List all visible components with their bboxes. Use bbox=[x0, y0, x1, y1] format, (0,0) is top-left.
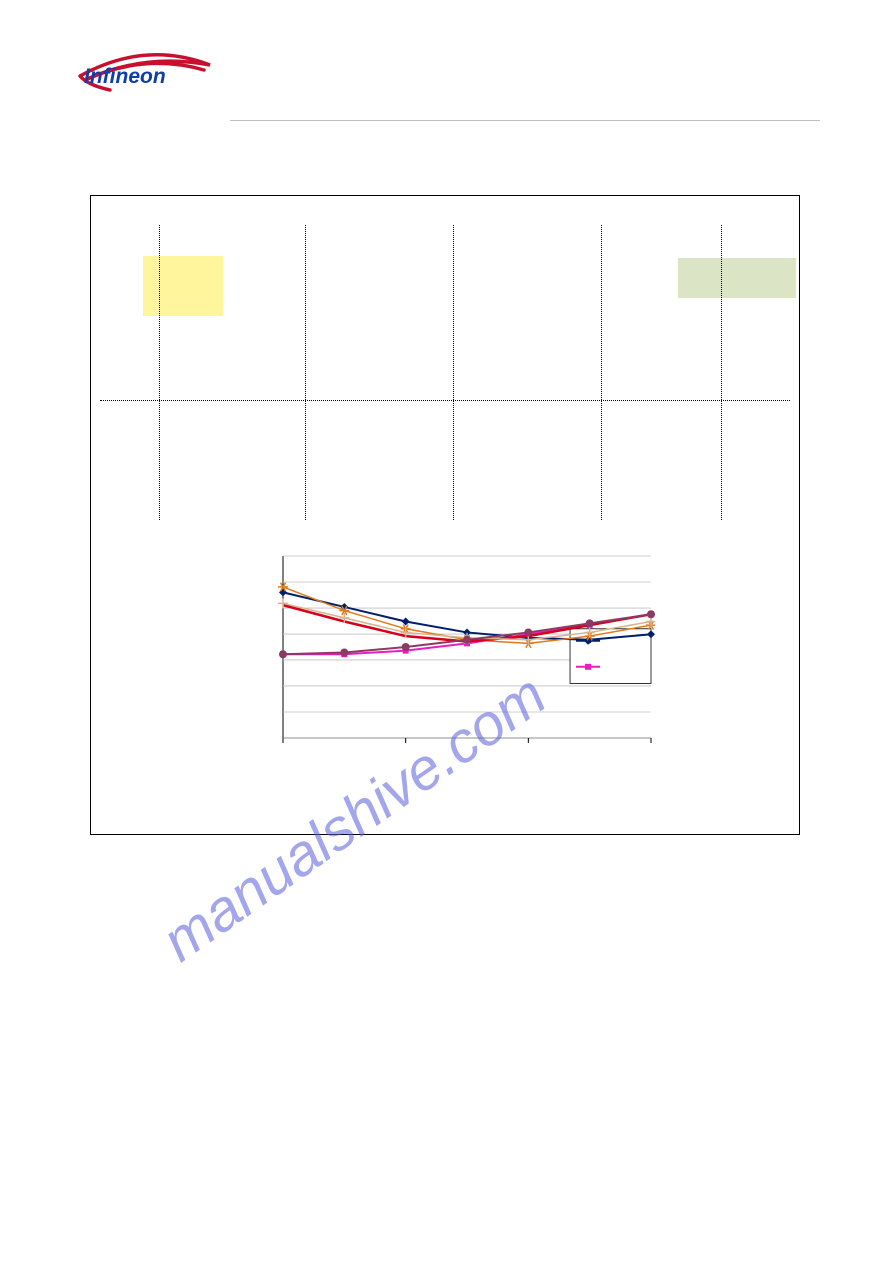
vgrid-2 bbox=[305, 225, 306, 520]
brand-logo: Infineon bbox=[70, 50, 220, 98]
vgrid-4 bbox=[601, 225, 602, 520]
highlight-box-yellow bbox=[143, 256, 223, 316]
vgrid-1 bbox=[159, 225, 160, 520]
vgrid-5 bbox=[721, 225, 722, 520]
highlight-box-green bbox=[678, 258, 796, 298]
svg-text:Infineon: Infineon bbox=[84, 65, 166, 88]
vgrid-3 bbox=[453, 225, 454, 520]
line-chart bbox=[265, 548, 655, 758]
header-divider bbox=[230, 120, 820, 121]
hgrid bbox=[100, 400, 790, 401]
